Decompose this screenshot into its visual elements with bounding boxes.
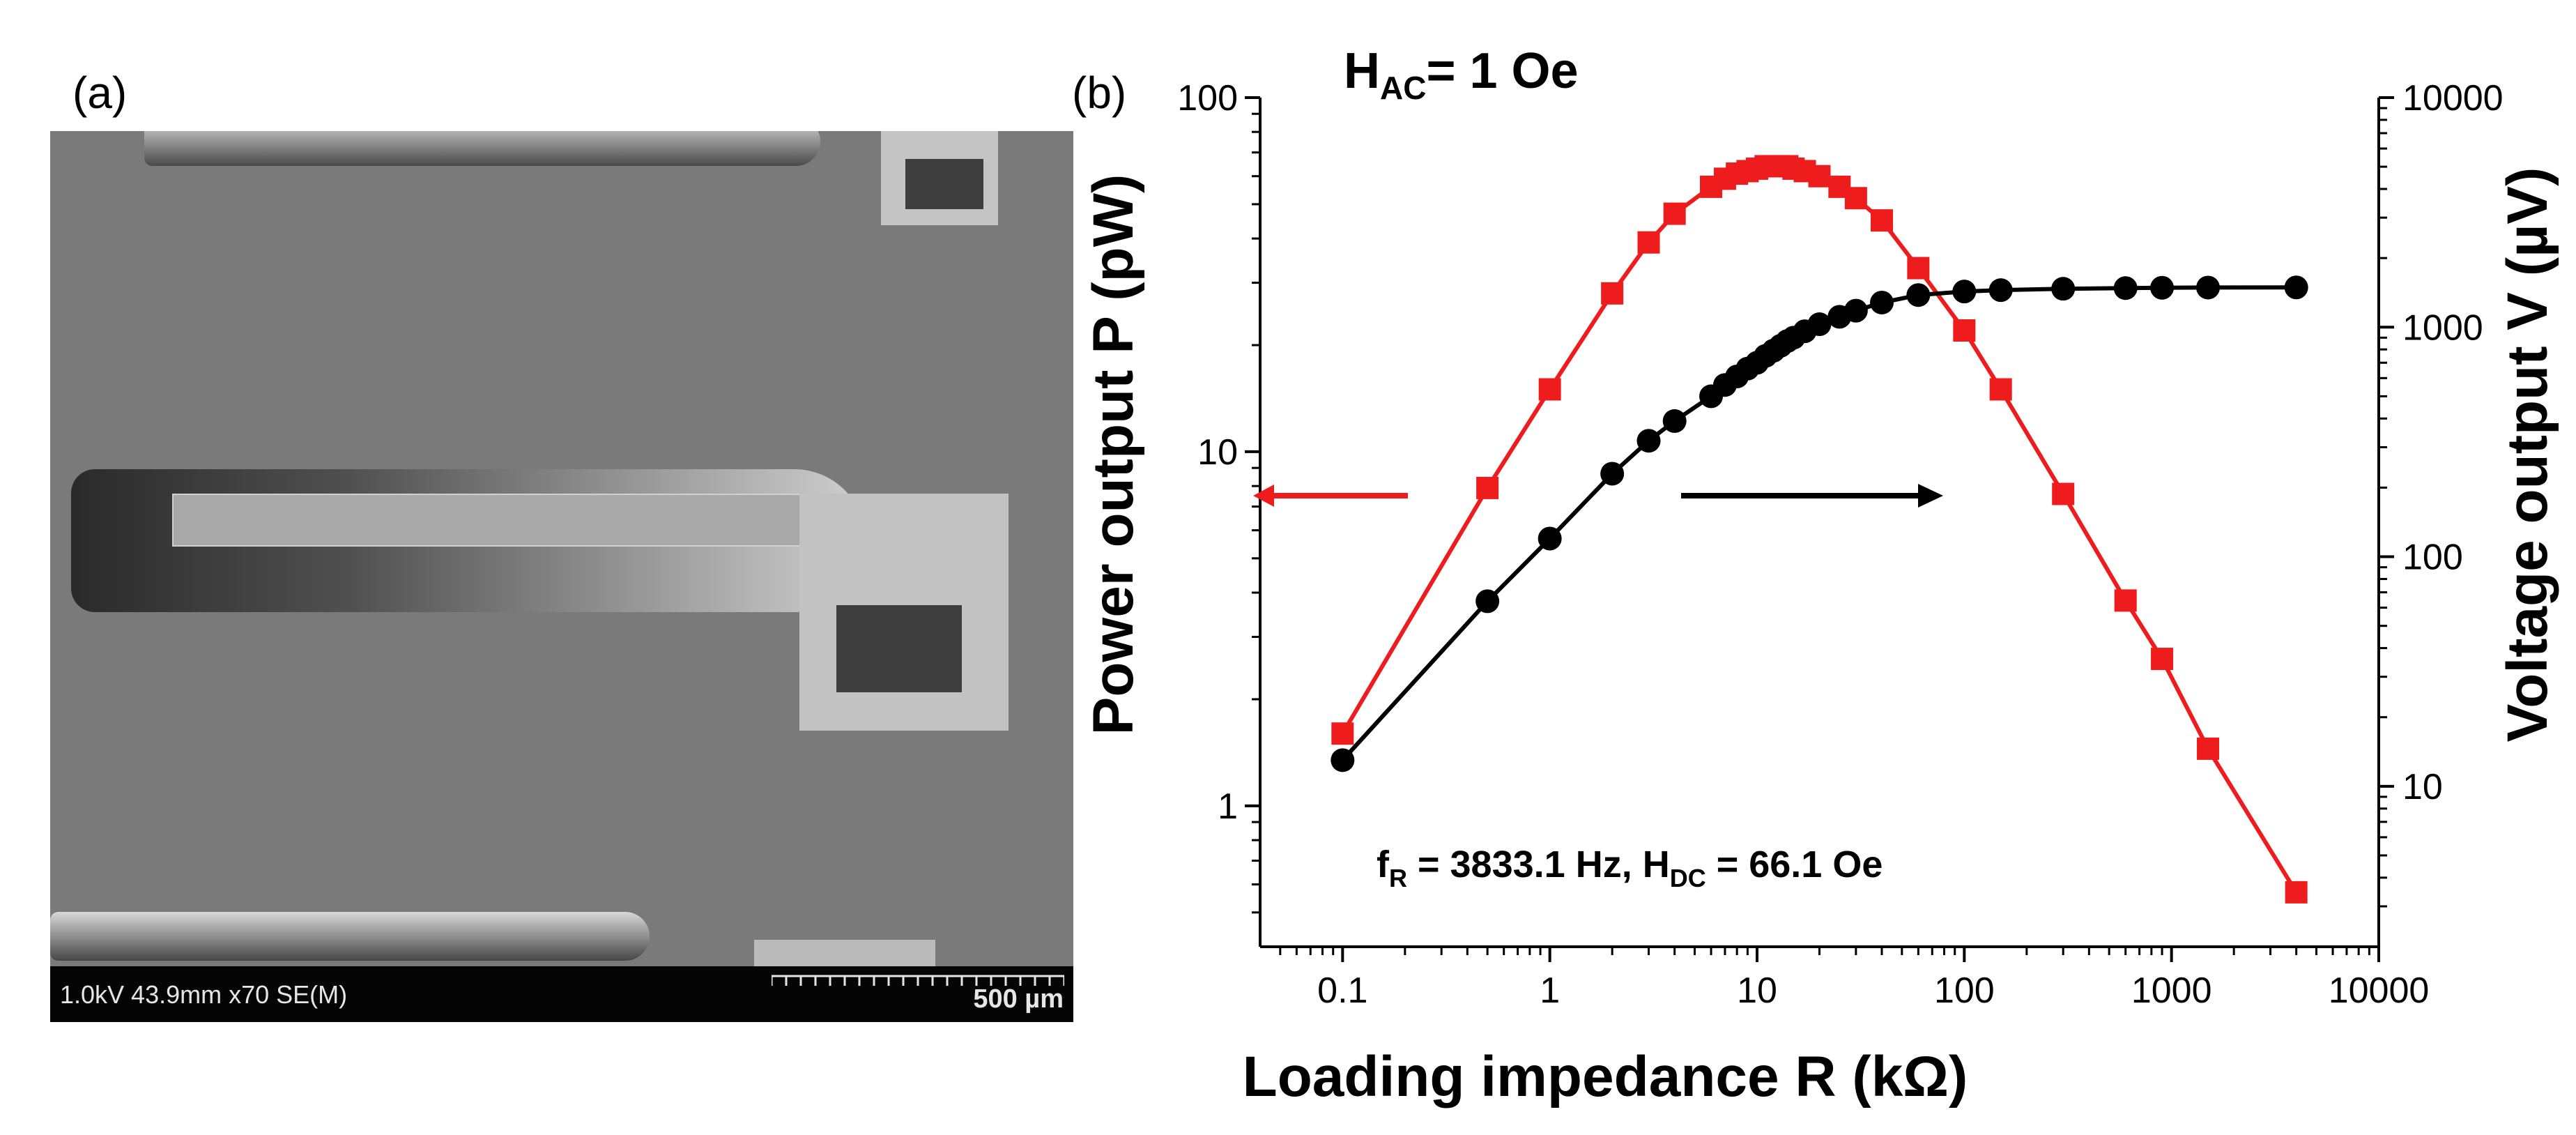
y-left-tick-label: 100 bbox=[1177, 78, 1238, 119]
sem-bottom-strip bbox=[754, 940, 935, 968]
y-right-tick-label: 10 bbox=[2402, 767, 2443, 807]
voltage-axis-arrowhead-icon bbox=[1918, 484, 1943, 508]
voltage-point bbox=[2113, 276, 2138, 300]
x-axis-label: Loading impedance R (kΩ) bbox=[1243, 1045, 1968, 1109]
y-left-tick-label: 10 bbox=[1197, 432, 1238, 473]
voltage-point bbox=[1952, 280, 1977, 304]
power-point bbox=[1871, 209, 1894, 232]
voltage-point bbox=[1662, 409, 1687, 433]
sem-scale-bar-icon bbox=[772, 975, 1064, 986]
power-point bbox=[2285, 881, 2308, 904]
power-point bbox=[2197, 737, 2220, 760]
voltage-point bbox=[1870, 290, 1894, 314]
x-tick-label: 10000 bbox=[2329, 970, 2430, 1011]
power-point bbox=[1989, 378, 2012, 401]
voltage-point bbox=[1636, 429, 1661, 453]
sem-info-bar: 1.0kV 43.9mm x70 SE(M) 500 µm bbox=[50, 966, 1073, 1022]
sem-cantilever bbox=[172, 494, 879, 547]
panel-a-label: (a) bbox=[72, 68, 128, 118]
power-point bbox=[1331, 722, 1354, 745]
y-axis-left-label: Power output P (pW) bbox=[1082, 174, 1145, 736]
sem-pad-middle-window bbox=[836, 605, 962, 692]
y-right-tick-label: 10000 bbox=[2402, 78, 2504, 119]
x-tick-label: 100 bbox=[1934, 970, 1995, 1011]
power-point bbox=[1907, 257, 1930, 280]
y-left-tick-label: 1 bbox=[1218, 786, 1238, 827]
voltage-series-line bbox=[1341, 285, 2297, 762]
sem-scale-text: 500 µm bbox=[973, 984, 1064, 1014]
voltage-point bbox=[1475, 589, 1500, 614]
voltage-point bbox=[1906, 283, 1931, 307]
chart-title: HAC= 1 Oe bbox=[1344, 43, 1579, 106]
voltage-point bbox=[2196, 275, 2221, 300]
panel-b-label: (b) bbox=[1072, 68, 1127, 118]
power-axis-arrowhead-icon bbox=[1253, 485, 1274, 507]
power-voltage-chart: 0.1 1 10 100 1000 10000 1 10 100 10 100 1000 10000 H… bbox=[1082, 43, 2559, 1109]
voltage-point bbox=[2284, 275, 2308, 300]
power-point bbox=[1953, 319, 1976, 342]
sem-trench-top bbox=[144, 131, 820, 166]
x-tick-label: 0.1 bbox=[1317, 970, 1367, 1011]
power-point bbox=[1808, 165, 1831, 188]
power-point bbox=[1844, 187, 1867, 210]
chart-annotation: fR = 3833.1 Hz, HDC = 66.1 Oe bbox=[1377, 844, 1883, 892]
voltage-point bbox=[1807, 312, 1832, 337]
power-point bbox=[1663, 202, 1686, 225]
voltage-point bbox=[1600, 462, 1625, 486]
y-right-tick-label: 100 bbox=[2402, 538, 2463, 578]
sem-micrograph: 1.0kV 43.9mm x70 SE(M) 500 µm bbox=[50, 131, 1073, 1022]
x-tick-label: 10 bbox=[1737, 970, 1777, 1011]
power-point bbox=[1476, 476, 1499, 499]
voltage-point bbox=[1988, 278, 2013, 303]
voltage-point bbox=[1331, 748, 1355, 772]
sem-pad-top-window bbox=[905, 159, 983, 209]
power-series-line bbox=[1340, 164, 2299, 894]
voltage-point bbox=[1538, 526, 1562, 551]
sem-info-text: 1.0kV 43.9mm x70 SE(M) bbox=[60, 980, 348, 1009]
y-right-tick-label: 1000 bbox=[2402, 307, 2483, 348]
power-point bbox=[2114, 589, 2137, 612]
voltage-point bbox=[2150, 275, 2175, 300]
power-point bbox=[1637, 231, 1660, 254]
power-point bbox=[1601, 282, 1624, 305]
sem-trench-bottom bbox=[50, 912, 650, 961]
power-point bbox=[2052, 482, 2075, 505]
x-tick-label: 1 bbox=[1540, 970, 1560, 1011]
y-axis-right-label: Voltage output V (µV) bbox=[2496, 167, 2559, 742]
power-point bbox=[2151, 648, 2174, 671]
x-tick-label: 1000 bbox=[2131, 970, 2212, 1011]
voltage-point bbox=[2051, 277, 2076, 301]
power-point bbox=[1538, 378, 1561, 401]
voltage-point bbox=[1843, 298, 1868, 323]
